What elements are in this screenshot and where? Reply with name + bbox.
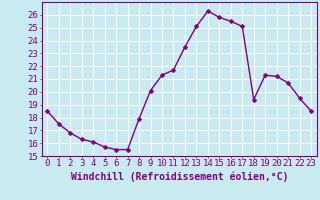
X-axis label: Windchill (Refroidissement éolien,°C): Windchill (Refroidissement éolien,°C) bbox=[70, 171, 288, 182]
